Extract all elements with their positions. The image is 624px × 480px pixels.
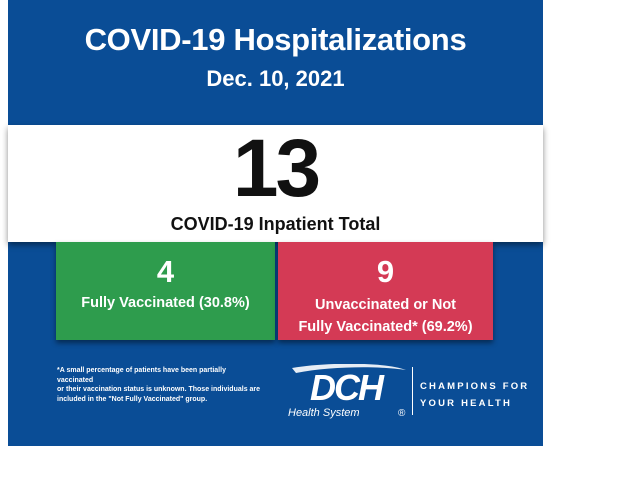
unvaccinated-card: 9 Unvaccinated or Not Fully Vaccinated* … [278,242,493,340]
footnote-line: *A small percentage of patients have bee… [57,367,226,384]
inpatient-total-value: 13 [232,123,321,214]
footnote-line: or their vaccination status is unknown. … [57,386,261,393]
vaccinated-label: Fully Vaccinated (30.8%) [81,295,250,311]
logo-swoosh-icon [292,364,406,373]
page-title: COVID-19 Hospitalizations [84,22,467,57]
vaccinated-count: 4 [156,254,175,289]
logo-tagline: CHAMPIONS FOR YOUR HEALTH [420,378,529,412]
report-date: Dec. 10, 2021 [206,66,345,91]
tagline-line2: YOUR HEALTH [420,398,513,409]
dch-logo: DCH Health System ® [288,364,406,419]
inpatient-total-label: COVID-19 Inpatient Total [170,214,381,234]
unvaccinated-label-line2: Fully Vaccinated* (69.2%) [298,319,473,335]
footnote: *A small percentage of patients have bee… [57,366,262,404]
registered-mark: ® [398,408,406,419]
inpatient-total-box [8,125,543,242]
logo-subtitle: Health System [288,407,360,419]
vaccinated-card: 4 Fully Vaccinated (30.8%) [56,242,275,340]
unvaccinated-count: 9 [376,254,395,289]
logo-divider [412,367,413,415]
logo-wordmark: DCH [310,367,385,408]
tagline-line1: CHAMPIONS FOR [420,381,530,392]
footnote-line: included in the "Not Fully Vaccinated" g… [57,395,208,403]
unvaccinated-label-line1: Unvaccinated or Not [315,297,456,313]
